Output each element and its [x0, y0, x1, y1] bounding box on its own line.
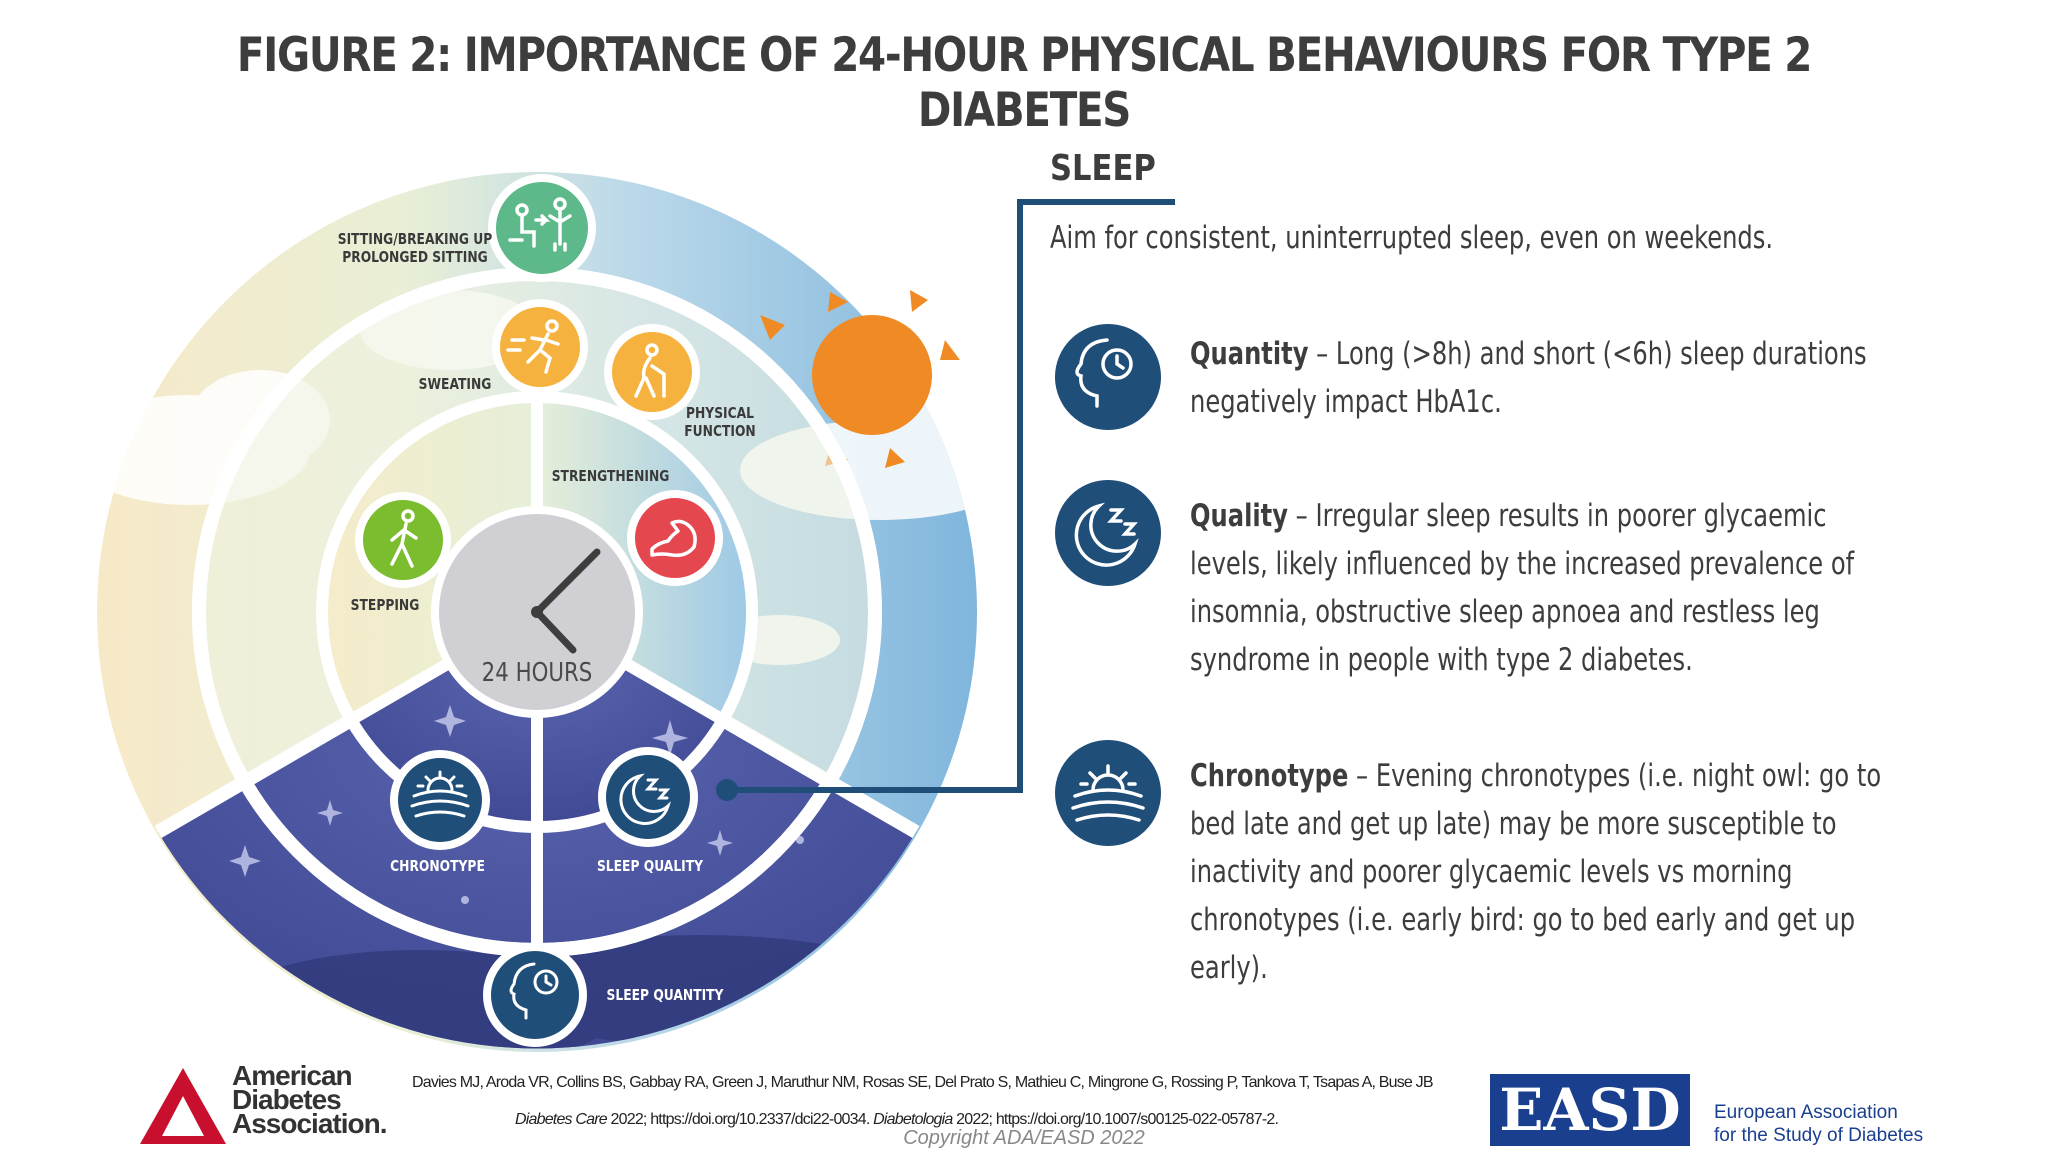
label-strengthening: STRENGTHENING — [551, 467, 670, 485]
chronotype-text: – Evening chronotypes (i.e. night owl: g… — [1190, 758, 1882, 986]
quality-paragraph: Quality – Irregular sleep results in poo… — [1190, 492, 1884, 684]
footer-citation: Diabetes Care 2022; https://doi.org/10.2… — [515, 1111, 1279, 1129]
sleep-intro: Aim for consistent, uninterrupted sleep,… — [1050, 220, 1774, 256]
label-chronotype: CHRONOTYPE — [390, 857, 485, 875]
ada-name: American Diabetes Association. — [232, 1060, 387, 1139]
chronotype-sunrise-icon — [1055, 740, 1161, 846]
citation-1: 2022; https://doi.org/10.2337/dci22-0034… — [606, 1111, 874, 1128]
footer-authors: Davies MJ, Aroda VR, Collins BS, Gabbay … — [412, 1074, 1434, 1091]
sleep-heading: SLEEP — [1050, 148, 1156, 189]
quantity-text: – Long (>8h) and short (<6h) sleep durat… — [1190, 336, 1867, 420]
walking-person-icon — [355, 492, 451, 588]
chronotype-paragraph: Chronotype – Evening chronotypes (i.e. n… — [1190, 752, 1884, 992]
figure-title: FIGURE 2: IMPORTANCE OF 24-HOUR PHYSICAL… — [236, 28, 1813, 138]
journal-diabetologia: Diabetologia — [873, 1111, 953, 1128]
citation-2: 2022; https://doi.org/10.1007/s00125-022… — [952, 1111, 1279, 1128]
walking-cane-icon — [604, 324, 700, 420]
chronotype-term: Chronotype — [1190, 758, 1349, 794]
label-sleep-quality: SLEEP QUALITY — [596, 857, 704, 875]
label-physical-function: PHYSICAL FUNCTION — [684, 404, 756, 440]
copyright: Copyright ADA/EASD 2022 — [903, 1127, 1145, 1149]
label-sweating: SWEATING — [418, 375, 492, 393]
sun-icon — [760, 290, 960, 468]
quality-moon-zzz-icon — [1055, 480, 1161, 586]
sitting-standing-icon — [488, 174, 596, 282]
sunrise-icon — [390, 750, 490, 850]
quality-text: – Irregular sleep results in poorer glyc… — [1190, 498, 1855, 678]
label-sitting: SITTING/BREAKING UP PROLONGED SITTING — [337, 230, 493, 266]
easd-name: European Association for the Study of Di… — [1714, 1102, 1924, 1146]
flexed-arm-icon — [627, 490, 723, 586]
label-sleep-quantity: SLEEP QUANTITY — [606, 986, 724, 1004]
head-clock-icon — [483, 943, 587, 1047]
journal-diabetes-care: Diabetes Care — [515, 1111, 608, 1128]
clock-label: 24 HOURS — [481, 658, 593, 688]
label-stepping: STEPPING — [350, 596, 420, 614]
easd-logo: EASD — [1490, 1074, 1690, 1146]
moon-zzz-icon — [598, 747, 698, 847]
quantity-paragraph: Quantity – Long (>8h) and short (<6h) sl… — [1190, 330, 1884, 426]
running-icon — [492, 299, 588, 395]
ada-logo-icon — [140, 1068, 226, 1144]
quality-term: Quality — [1190, 498, 1288, 534]
quantity-head-clock-icon — [1055, 324, 1161, 430]
quantity-term: Quantity — [1190, 336, 1309, 372]
